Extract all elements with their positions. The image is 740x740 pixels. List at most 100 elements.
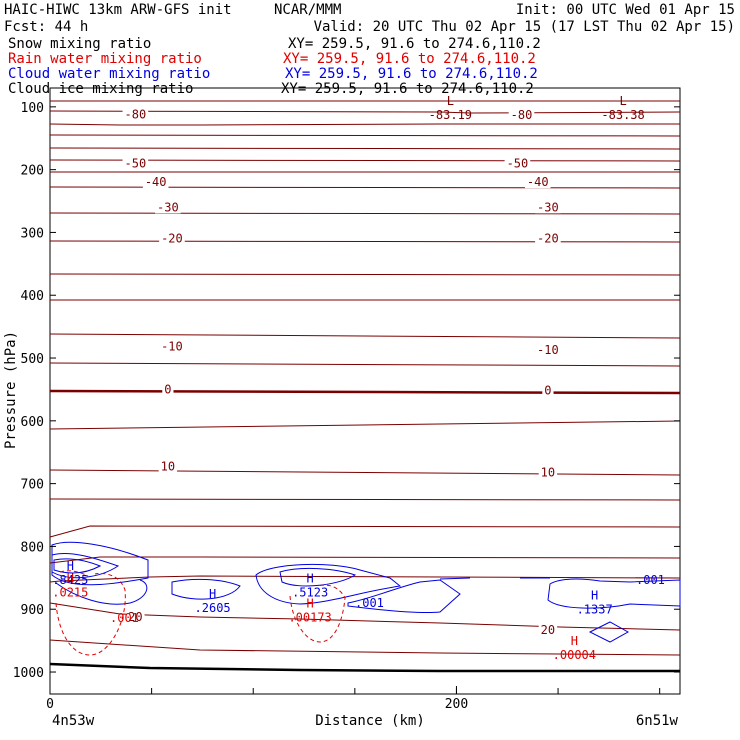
isotherm-label: 10 (161, 460, 175, 474)
extremum-symbol: L (619, 94, 626, 108)
field-xy-cloud-ice: XY= 259.5, 91.6 to 274.6,110.2 (281, 81, 534, 97)
y-tick-label: 400 (21, 289, 44, 304)
rain-contour (59, 570, 89, 577)
field-name-snow: Snow mixing ratio (8, 36, 151, 52)
org-label: NCAR/MMM (274, 2, 341, 18)
extremum-symbol: H (209, 587, 216, 601)
cloud-contour (439, 577, 550, 580)
isotherm-label-bg (158, 459, 178, 473)
isotherm-line (49, 389, 681, 395)
cloud-contour (588, 621, 630, 643)
x-end-label: 6n51w (636, 713, 679, 729)
isotherm-line (49, 469, 681, 476)
cloud-contour (279, 567, 357, 587)
isotherm-line (49, 556, 681, 564)
isotherm-label: 0 (544, 384, 551, 398)
field-name-cloud-water: Cloud water mixing ratio (8, 66, 210, 82)
extremum-value: .1337 (577, 602, 613, 616)
contour-labels: -80 -80 -50 -50 -40 -40 -30 -30 -20 -20 -10 -10 0 0 10… (122, 107, 561, 637)
isotherm-line (49, 639, 681, 656)
isotherm-label: 20 (128, 610, 142, 624)
isotherm-label: -50 (125, 156, 147, 170)
y-tick-label: 600 (21, 415, 44, 430)
rain-contour (289, 584, 346, 643)
extremum-value: .0215 (52, 585, 88, 599)
y-tick-label: 200 (21, 164, 44, 179)
cloud-contour-value: .001 (636, 573, 665, 587)
isotherm-label-bg (155, 200, 181, 214)
isotherm-label: 0 (164, 382, 171, 396)
extremum-value: -83.38 (601, 108, 644, 122)
y-tick-label: 500 (21, 352, 44, 367)
cloud-contour (53, 558, 102, 574)
isotherm-label: -30 (537, 200, 559, 214)
isotherm-label-bg (524, 175, 551, 189)
rain-contour-value: .001 (110, 611, 139, 625)
field-legend: Snow mixing ratio XY= 259.5, 91.6 to 274… (8, 36, 541, 97)
isotherm-label: -30 (157, 200, 179, 214)
inline-contour-values: .001 .001 .001 (110, 573, 665, 625)
field-xy-rain: XY= 259.5, 91.6 to 274.6,110.2 (283, 51, 536, 67)
isotherm-label-bg (122, 107, 149, 121)
isotherm-label: -40 (527, 175, 549, 189)
isotherm-label: -20 (161, 232, 183, 246)
x-axis-title: Distance (km) (315, 713, 425, 729)
isotherm-label-bg (538, 622, 558, 636)
extremum-value: -83.19 (429, 108, 472, 122)
isotherm-label: -80 (511, 108, 533, 122)
valid-time: Valid: 20 UTC Thu 02 Apr 15 (17 LST Thu … (314, 19, 735, 35)
cloud-contour (547, 578, 681, 609)
cloud-contour-value: .001 (355, 596, 384, 610)
extremum-symbol: H (67, 559, 74, 573)
extremum-value: .5123 (292, 585, 328, 599)
isotherm-label: 20 (541, 623, 555, 637)
cloud-contour (347, 579, 461, 614)
isotherm-line (49, 498, 681, 501)
cloud-contour (171, 578, 241, 600)
isotherm-label: -10 (161, 340, 183, 354)
isotherm-label-bg (538, 465, 558, 479)
y-tick-label: 800 (21, 540, 44, 555)
isotherm-label: -50 (507, 156, 529, 170)
isotherm-line (49, 602, 681, 631)
isotherm-line (49, 273, 681, 276)
isotherm-label-bg (162, 382, 174, 396)
surface-pressure-line (49, 662, 680, 673)
extremum-value: .00004 (553, 648, 596, 662)
isotherm-label-bg (159, 231, 185, 245)
rain-water-contours (55, 570, 346, 656)
extremum-symbol: L (447, 94, 454, 108)
y-tick-label: 300 (21, 226, 44, 241)
extremum-value: .2605 (195, 601, 231, 615)
isotherm-line (49, 110, 681, 114)
x-start-label: 4n53w (52, 713, 95, 729)
isotherm-label-bg (142, 175, 169, 189)
isotherm-line (49, 123, 680, 126)
isotherm-line (49, 147, 681, 150)
y-tick-label: 700 (21, 478, 44, 493)
forecast-hour: Fcst: 44 h (4, 19, 88, 35)
field-xy-cloud-water: XY= 259.5, 91.6 to 274.6,110.2 (285, 66, 538, 82)
isotherm-label: -40 (145, 175, 167, 189)
y-axis-title: Pressure (hPa) (3, 331, 19, 449)
extremum-symbol: H (67, 571, 74, 585)
isotherm-label-bg (504, 156, 531, 170)
isotherm-line (49, 134, 681, 137)
x-tick-label: 0 (46, 697, 54, 712)
x-tick-label: 200 (445, 697, 468, 712)
extremum-symbol: H (307, 597, 314, 611)
isotherm-label-bg (542, 383, 554, 397)
isotherm-line (49, 240, 681, 243)
isotherm-label: -20 (537, 232, 559, 246)
y-tick-label: 100 (21, 101, 44, 116)
extremum-symbol: H (307, 571, 314, 585)
field-xy-snow: XY= 259.5, 91.6 to 274.6,110.2 (288, 36, 541, 52)
cloud-contour (55, 579, 148, 605)
cloud-contour (51, 552, 120, 579)
isotherm-line (49, 333, 681, 339)
init-time: Init: 00 UTC Wed 01 Apr 15 (516, 2, 735, 18)
y-tick-label: 900 (21, 603, 44, 618)
